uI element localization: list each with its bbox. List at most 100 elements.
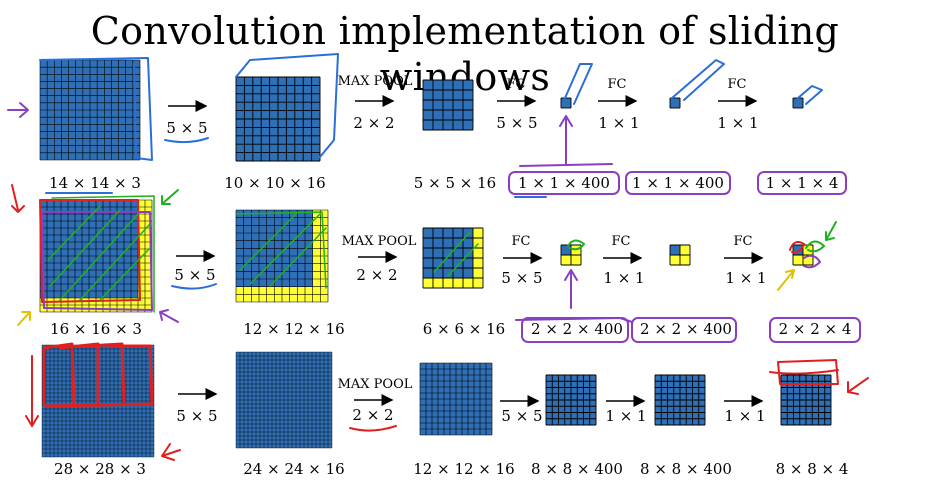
annotation-red-output-box	[769, 359, 839, 385]
label-input: 14 × 14 × 3	[49, 174, 141, 192]
label-conv: 10 × 10 × 16	[224, 174, 325, 192]
annotation-blue-underline-2	[171, 283, 217, 290]
annotation-blue-underline-label	[45, 192, 547, 198]
label-fc3: 2 × 2 × 4	[779, 320, 852, 338]
annotation-purple-box-5	[631, 317, 737, 343]
annotation-purple-window	[41, 211, 153, 311]
fc3-volume-1x1	[792, 97, 804, 109]
volume-fill	[793, 98, 803, 108]
pool-volume-5x5	[422, 79, 474, 131]
op-fc1-bottom: 5 × 5	[501, 407, 542, 425]
op-conv-bottom: 5 × 5	[174, 266, 215, 284]
annotation-purple-arrow-2	[159, 309, 179, 323]
row-1: 14 × 14 × 3 10 × 10 × 16 5 × 5 × 16 1 × …	[39, 59, 838, 192]
op-pool-top: MAX POOL	[338, 377, 413, 392]
annotation-red-arrow-4	[847, 377, 869, 395]
annotation-purple-box-4	[521, 317, 629, 343]
label-pool: 5 × 5 × 16	[414, 174, 496, 192]
conv-volume-10x10	[235, 76, 321, 162]
op-fc2-bottom: 1 × 1	[598, 114, 639, 132]
volume-window	[793, 245, 803, 255]
op-fc1-bottom: 5 × 5	[496, 114, 537, 132]
annotation-red-underline	[349, 425, 397, 432]
annotations	[7, 53, 869, 461]
annotation-purple-pointer	[559, 115, 573, 161]
fc2-volume-8x8	[654, 374, 706, 426]
label-input: 16 × 16 × 3	[50, 320, 142, 338]
row-2: 16 × 16 × 3 12 × 12 × 16 6 × 6 × 16 2 × …	[39, 199, 852, 338]
volume-fill	[561, 98, 571, 108]
annotation-blue-underline	[164, 137, 209, 144]
op-fc1-bottom: 5 × 5	[501, 269, 542, 287]
op-fc3-bottom: 1 × 1	[717, 114, 758, 132]
volume-window	[670, 245, 680, 255]
conv-volume-12x12	[235, 209, 329, 303]
op-fc2-bottom: 1 × 1	[603, 269, 644, 287]
annotation-purple-box-3	[757, 171, 847, 195]
annotation-blue-window	[39, 57, 153, 161]
label-fc2: 2 × 2 × 400	[640, 320, 732, 338]
input-volume-16x16	[39, 199, 153, 313]
op-fc1-top: FC	[512, 234, 531, 249]
label-fc2: 8 × 8 × 400	[640, 460, 732, 478]
annotation-blue-fc-sketch	[564, 59, 823, 105]
annotation-red-windows	[42, 342, 154, 408]
annotation-red-curl	[789, 241, 805, 254]
annotation-yellow-arrow	[17, 311, 31, 326]
label-fc3: 8 × 8 × 4	[776, 460, 849, 478]
annotation-purple-arrow	[7, 102, 29, 118]
fc1-volume-8x8	[545, 374, 597, 426]
label-pool: 12 × 12 × 16	[413, 460, 514, 478]
annotation-red-window	[39, 199, 141, 303]
op-conv-bottom: 5 × 5	[166, 119, 207, 137]
op-pool-bottom: 2 × 2	[356, 266, 397, 284]
op-fc2-bottom: 1 × 1	[605, 407, 646, 425]
label-fc1: 2 × 2 × 400	[531, 320, 623, 338]
label-input: 28 × 28 × 3	[54, 460, 146, 478]
op-conv-bottom: 5 × 5	[176, 407, 217, 425]
op-fc3-bottom: 1 × 1	[724, 407, 765, 425]
label-pool: 6 × 6 × 16	[423, 320, 505, 338]
annotation-purple-pointer-2	[564, 269, 578, 309]
label-conv: 24 × 24 × 16	[243, 460, 344, 478]
op-pool-top: MAX POOL	[342, 234, 417, 249]
volume-window	[423, 228, 473, 278]
fc3-volume-8x8	[780, 374, 832, 426]
op-fc3-top: FC	[734, 234, 753, 249]
annotation-red-arrow	[11, 184, 25, 213]
annotation-yellow-pointer	[777, 269, 795, 291]
pool-volume-12x12	[419, 362, 493, 436]
op-pool-bottom: 2 × 2	[353, 114, 394, 132]
op-fc2-top: FC	[608, 77, 627, 92]
op-fc2-top: FC	[612, 234, 631, 249]
annotation-purple-box-2	[625, 171, 731, 195]
annotation-purple-curl	[803, 254, 821, 269]
label-fc1: 1 × 1 × 400	[518, 174, 610, 192]
label-conv: 12 × 12 × 16	[243, 320, 344, 338]
annotation-blue-cube	[235, 53, 339, 158]
annotation-red-arrow-3	[161, 443, 181, 461]
op-pool-top: MAX POOL	[338, 74, 413, 89]
row-3: 28 × 28 × 3 24 × 24 × 16 12 × 12 × 16 8 …	[41, 344, 849, 478]
op-pool-bottom: 2 × 2	[352, 406, 393, 424]
volume-fill	[423, 80, 473, 130]
conv-volume-24x24	[235, 351, 333, 449]
annotation-purple-link	[519, 159, 613, 167]
fc1-volume-1x1	[560, 97, 572, 109]
annotation-green-hatch	[47, 205, 479, 301]
volume-fill	[670, 98, 680, 108]
annotation-purple-box-6	[769, 317, 861, 343]
fc2-volume-1x1	[669, 97, 681, 109]
label-fc2: 1 × 1 × 400	[632, 174, 724, 192]
annotation-green-frame	[51, 195, 327, 313]
annotation-red-arrow-2	[25, 355, 39, 427]
input-volume-14x14	[39, 59, 141, 161]
volume-window	[561, 245, 571, 255]
op-fc3-bottom: 1 × 1	[725, 269, 766, 287]
pool-volume-6x6	[422, 227, 484, 289]
op-fc1-top: FC	[507, 77, 526, 92]
annotation-green-curl	[567, 221, 837, 253]
label-fc1: 8 × 8 × 400	[531, 460, 623, 478]
annotation-purple-box-1	[508, 171, 620, 195]
